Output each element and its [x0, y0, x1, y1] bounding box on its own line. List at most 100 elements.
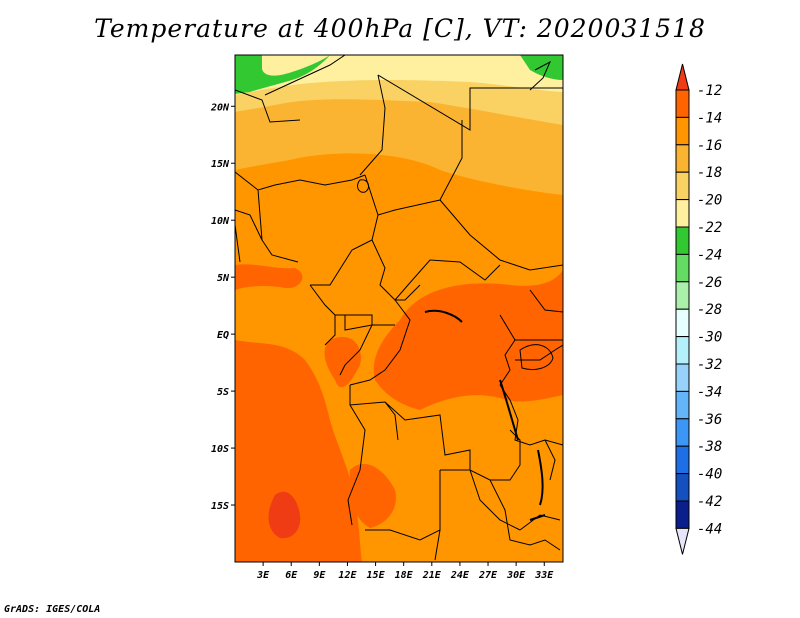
- field-southwest-warm: [235, 340, 362, 562]
- colorbar-swatch: [675, 199, 690, 228]
- y-tick-label: 20N: [210, 102, 230, 113]
- border-line: [434, 529, 441, 561]
- x-tick-label: 6E: [285, 570, 298, 581]
- axes: 3E 6E 9E 12E 15E 18E 21E 24E 27E 30E 33E 20N 15N 10N 5…: [210, 102, 554, 581]
- border-line: [529, 289, 563, 313]
- border-line: [439, 120, 463, 201]
- colorbar-label: -22: [697, 220, 722, 236]
- y-tick-label: 10N: [211, 216, 230, 227]
- temperature-field: [235, 55, 563, 562]
- border-line: [544, 439, 563, 446]
- lake-victoria: [519, 344, 554, 371]
- border-line: [359, 74, 386, 176]
- border-line: [394, 259, 501, 301]
- lake-malawi: [537, 449, 544, 506]
- colorbar-swatch: [675, 144, 690, 173]
- colorbar-swatch: [675, 390, 690, 420]
- river-line: [424, 309, 463, 323]
- border-line: [344, 315, 395, 331]
- colorbar-swatch: [675, 308, 690, 338]
- border-line: [515, 344, 563, 361]
- border-line: [264, 55, 346, 96]
- colorbar-label: -16: [697, 138, 722, 154]
- colorbar-label: -42: [697, 494, 722, 510]
- border-line: [349, 385, 471, 470]
- colorbar-swatch: [675, 116, 690, 146]
- colorbar-bottom-arrow: [675, 527, 690, 555]
- border-line: [384, 401, 399, 441]
- border-line: [347, 404, 366, 526]
- border-line: [489, 479, 561, 551]
- colorbar-label: -14: [697, 110, 722, 126]
- colorbar-swatch: [675, 500, 690, 529]
- x-tick-label: 9E: [313, 570, 326, 581]
- border-line: [349, 299, 411, 386]
- colorbar-swatch: [675, 226, 690, 255]
- colorbar-label: -32: [697, 357, 722, 373]
- x-tick-label: 33E: [534, 570, 554, 581]
- colorbar-label: -44: [697, 521, 722, 537]
- colorbar-swatch: [675, 171, 690, 201]
- border-line: [439, 199, 563, 271]
- border-line: [499, 384, 556, 481]
- y-tick-label: 5S: [217, 387, 229, 398]
- colorbar-label: -38: [697, 439, 722, 455]
- field-pale-inset: [262, 55, 330, 76]
- y-tick-label: 10S: [211, 444, 229, 455]
- colorbar-swatch: [675, 445, 690, 475]
- border-line: [309, 284, 373, 325]
- colorbar-label: -28: [697, 302, 722, 318]
- border-line: [310, 174, 379, 286]
- border-line: [519, 514, 561, 531]
- colorbar-label: -18: [697, 165, 722, 181]
- y-tick-label: 5N: [217, 273, 230, 284]
- border-line: [235, 89, 301, 123]
- field-green-ne: [520, 55, 563, 80]
- y-tick-label: 15S: [211, 501, 229, 512]
- chart-title: Temperature at 400hPa [C], VT: 202003151…: [94, 14, 706, 43]
- colorbar-swatch: [675, 363, 690, 392]
- border-line: [377, 74, 563, 131]
- border-line: [469, 469, 521, 531]
- x-tick-label: 15E: [367, 570, 386, 581]
- colorbar: -12 -14 -16 -18 -20 -22 -24 -26 -28 -30 -32 -34 -36 -…: [675, 63, 722, 555]
- map-frame: [234, 54, 564, 563]
- border-line: [235, 224, 241, 263]
- colorbar-label: -30: [697, 330, 722, 346]
- lake-kariba: [529, 514, 546, 521]
- colorbar-label: -24: [697, 247, 722, 263]
- y-tick-label: EQ: [217, 330, 229, 341]
- border-line: [235, 209, 263, 241]
- border-line: [365, 470, 441, 541]
- x-tick-label: 21E: [422, 570, 442, 581]
- y-tick-label: 15N: [211, 159, 230, 170]
- x-tick-label: 3E: [256, 570, 270, 581]
- colorbar-swatch: [675, 473, 690, 502]
- country-borders: [235, 55, 563, 561]
- x-tick-label: 18E: [395, 570, 414, 581]
- border-line: [257, 189, 299, 263]
- border-line: [339, 324, 373, 376]
- colorbar-label: -12: [697, 83, 722, 99]
- colorbar-swatch: [675, 89, 690, 118]
- field-coast-warm: [235, 264, 303, 290]
- border-line: [499, 314, 516, 386]
- field-east-warm: [500, 290, 563, 334]
- x-tick-label: 12E: [338, 570, 357, 581]
- lake-tanganyika: [499, 379, 519, 441]
- border-line: [324, 315, 336, 346]
- colorbar-swatch: [675, 253, 690, 283]
- border-line: [377, 199, 441, 216]
- colorbar-label: -36: [697, 412, 722, 428]
- x-tick-label: 27E: [478, 570, 498, 581]
- border-line: [371, 239, 421, 301]
- field-gabon-warm: [324, 336, 361, 388]
- colorbar-top-arrow: [675, 63, 690, 91]
- lake-chad: [357, 179, 370, 193]
- colorbar-label: -40: [697, 467, 722, 483]
- colorbar-swatch: [675, 336, 690, 365]
- river-nile: [529, 60, 552, 91]
- field-angola-warm: [349, 463, 396, 528]
- colorbar-label: -26: [697, 275, 722, 291]
